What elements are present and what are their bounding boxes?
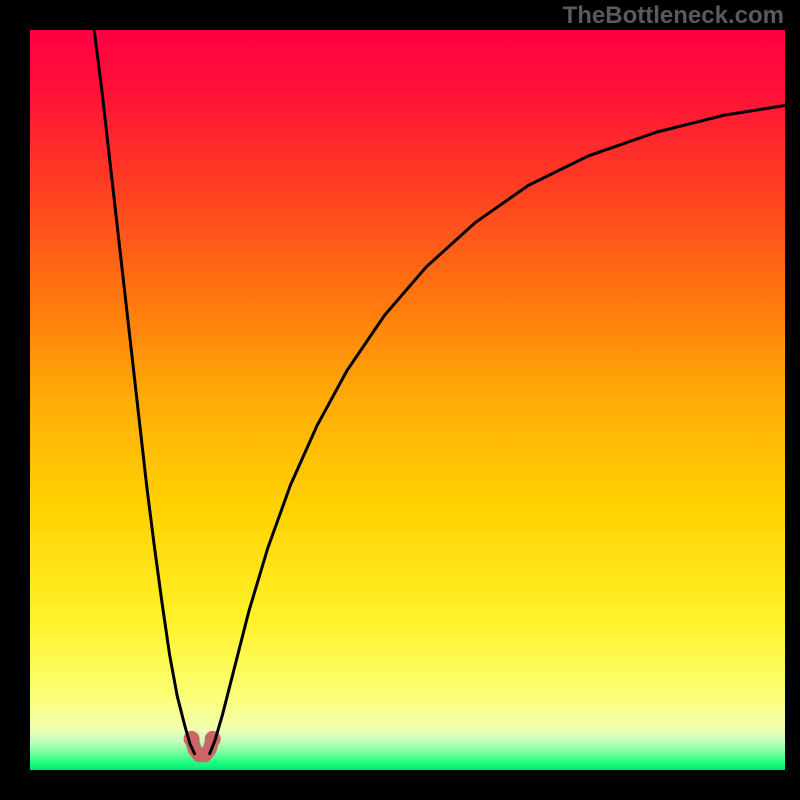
frame-bottom bbox=[0, 770, 800, 800]
bottleneck-curve-right bbox=[210, 105, 785, 753]
frame-right bbox=[785, 0, 800, 800]
curve-layer bbox=[30, 30, 785, 770]
chart-container: TheBottleneck.com bbox=[0, 0, 800, 800]
plot-area bbox=[30, 30, 785, 770]
bottleneck-curve-left bbox=[94, 30, 194, 754]
frame-left bbox=[0, 0, 30, 800]
watermark-text: TheBottleneck.com bbox=[563, 2, 784, 30]
